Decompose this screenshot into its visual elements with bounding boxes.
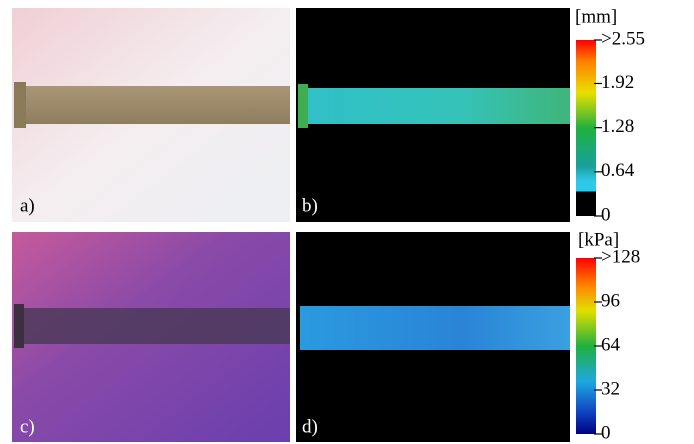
panel-a: a): [12, 8, 290, 222]
tick-label: 64: [601, 334, 621, 355]
figure: a) b) c) d) [mm] >2.551.921.280.640 [kPa…: [0, 0, 694, 444]
tick-label: 1.28: [601, 116, 634, 137]
panel-b: b): [296, 8, 570, 222]
tick-label: 32: [601, 378, 620, 399]
tick-label: 96: [601, 290, 620, 311]
panel-c: c): [12, 232, 290, 442]
tick-label: 0: [601, 422, 611, 443]
tick-label: >128: [601, 246, 640, 267]
colorbar-mm: [mm] >2.55 1.92 1.28 0.64 0: [575, 6, 645, 225]
panel-label: d): [302, 416, 318, 437]
panel-label: c): [20, 416, 35, 437]
panel-d: d): [296, 232, 570, 442]
colorbar-unit: [mm]: [575, 6, 617, 27]
panel-label: a): [20, 195, 35, 216]
tick-label: 0.64: [601, 160, 635, 181]
tick-label: 0: [601, 204, 611, 225]
tick-label: 1.92: [601, 72, 634, 93]
tick-label: >2.55: [601, 28, 645, 49]
panel-label: b): [302, 195, 318, 216]
